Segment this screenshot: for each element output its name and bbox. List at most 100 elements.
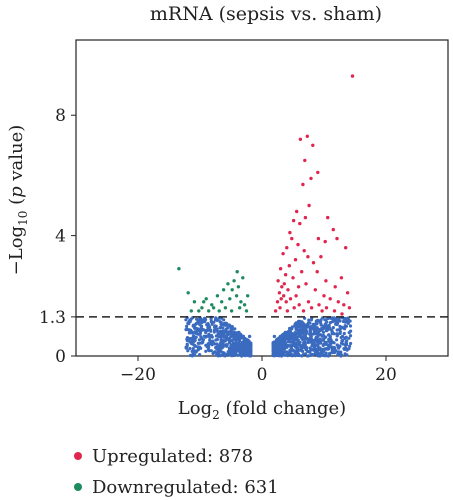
upregulated-point	[350, 74, 355, 78]
upregulated-point	[291, 276, 295, 280]
upregulated-point	[301, 309, 306, 313]
y-tick-label: 8	[55, 106, 66, 126]
upregulated-point	[275, 300, 280, 304]
upregulated-point	[291, 218, 296, 223]
upregulated-point	[342, 303, 346, 307]
downregulated-point	[229, 309, 234, 313]
downregulated-point	[239, 300, 243, 304]
upregulated-point	[333, 285, 337, 289]
upregulated-point	[345, 291, 350, 295]
y-tick-label: 0	[55, 347, 66, 367]
upregulated-point	[307, 203, 311, 208]
upregulated-point	[290, 236, 294, 241]
upregulated-point	[286, 288, 290, 292]
upregulated-point	[306, 300, 311, 304]
upregulated-point	[273, 309, 278, 313]
legend-label-upregulated: Upregulated: 878	[92, 446, 253, 467]
downregulated-point	[202, 300, 206, 304]
upregulated-point	[300, 270, 304, 274]
nonsignificant-point	[204, 334, 208, 339]
upregulated-point	[344, 246, 348, 250]
nonsignificant-point	[192, 334, 196, 339]
upregulated-point	[288, 230, 292, 235]
upregulated-point	[294, 294, 298, 298]
x-tick-label: 0	[257, 365, 268, 385]
nonsignificant-point-cloud	[184, 315, 353, 358]
nonsignificant-point	[272, 334, 277, 339]
plot-frame	[75, 39, 449, 357]
legend-label-downregulated: Downregulated: 631	[92, 477, 279, 498]
legend: Upregulated: 878 Downregulated: 631	[74, 446, 279, 498]
upregulated-point	[315, 270, 319, 274]
legend-item-downregulated: Downregulated: 631	[74, 477, 279, 498]
upregulated-point	[276, 279, 280, 283]
x-axis-ticks: −20 0 20	[120, 356, 397, 385]
downregulated-point	[217, 309, 221, 313]
upregulated-point	[316, 236, 321, 241]
upregulated-point	[317, 303, 321, 307]
nonsignificant-point	[247, 334, 252, 339]
upregulated-point	[324, 306, 329, 310]
upregulated-point	[277, 291, 282, 295]
plot-area	[75, 39, 449, 358]
y-axis-ticks: 0 1.3 4 8	[39, 106, 76, 367]
legend-swatch-upregulated	[74, 452, 82, 460]
upregulated-point	[287, 264, 291, 268]
downregulated-point	[232, 279, 236, 283]
upregulated-point	[309, 176, 313, 181]
x-tick-label: 20	[375, 365, 397, 385]
downregulated-point	[197, 309, 201, 313]
nonsignificant-point	[229, 334, 233, 339]
downregulated-point	[221, 288, 226, 292]
upregulated-point	[288, 297, 293, 301]
y-axis-label: −Log10 (p value)	[6, 125, 30, 276]
upregulated-point	[311, 261, 316, 265]
upregulated-point	[303, 215, 308, 220]
upregulated-point	[296, 285, 301, 289]
upregulated-point	[295, 209, 299, 214]
upregulated-point	[320, 309, 324, 313]
upregulated-point	[282, 294, 286, 298]
upregulated-point	[284, 300, 288, 304]
downregulated-point	[220, 300, 224, 304]
upregulated-point	[278, 267, 283, 271]
x-axis-label: Log2 (fold change)	[178, 398, 346, 422]
upregulated-point	[285, 309, 290, 313]
upregulated-point	[283, 273, 288, 277]
downregulated-point	[192, 300, 197, 304]
chart-title: mRNA (sepsis vs. sham)	[150, 3, 382, 25]
upregulated-point	[301, 182, 305, 187]
upregulated-point	[298, 137, 303, 141]
downregulated-point	[207, 309, 211, 313]
nonsignificant-point	[216, 334, 221, 339]
nonsignificant-point	[241, 334, 246, 339]
downregulated-point	[230, 288, 234, 292]
upregulated-point	[319, 255, 323, 259]
downregulated-point	[215, 294, 220, 298]
upregulated-point	[292, 306, 296, 310]
downregulated-point	[223, 306, 228, 310]
upregulated-point	[339, 276, 344, 280]
upregulated-point	[328, 297, 332, 301]
downregulated-point	[189, 309, 193, 313]
downregulated-point	[226, 282, 230, 286]
downregulated-point	[242, 303, 247, 307]
upregulated-point	[285, 246, 289, 250]
y-tick-label: 4	[55, 227, 66, 247]
downregulated-point	[204, 297, 208, 301]
downregulated-point	[246, 294, 250, 298]
upregulated-point	[324, 279, 328, 283]
upregulated-point	[281, 252, 285, 256]
y-tick-label: 1.3	[39, 308, 66, 328]
upregulated-point	[293, 258, 298, 262]
downregulated-point	[228, 297, 232, 301]
upregulated-point	[347, 306, 352, 310]
upregulated-point	[298, 221, 302, 226]
downregulated-point	[235, 270, 239, 274]
upregulated-point	[340, 312, 344, 316]
upregulated-point	[306, 255, 310, 259]
nonsignificant-point	[340, 334, 345, 339]
upregulated-point	[282, 282, 286, 286]
nonsignificant-point	[278, 334, 283, 339]
